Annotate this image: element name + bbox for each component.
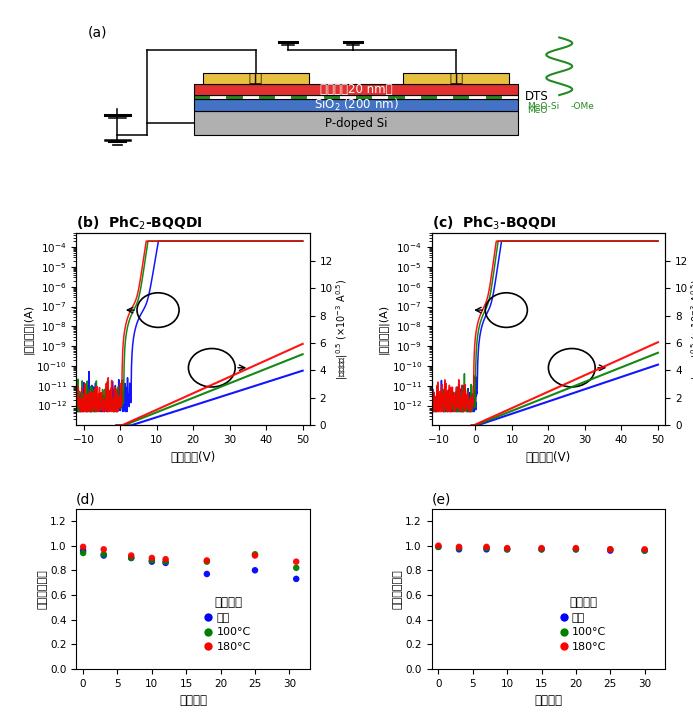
Point [78, 547, 89, 559]
FancyBboxPatch shape [453, 95, 469, 99]
Point [433, 541, 444, 553]
X-axis label: 经过天数: 经过天数 [179, 694, 207, 707]
Point [605, 544, 616, 555]
Point [201, 569, 212, 580]
Text: (c)  PhC$_3$-BQQDI: (c) PhC$_3$-BQQDI [432, 214, 556, 232]
Text: DTS: DTS [525, 90, 549, 103]
Point [125, 552, 137, 563]
Text: (a): (a) [88, 25, 107, 40]
FancyBboxPatch shape [308, 95, 324, 99]
Point [201, 556, 212, 568]
Text: SiO$_2$ (200 nm): SiO$_2$ (200 nm) [314, 97, 398, 113]
Point [453, 542, 464, 554]
Point [502, 544, 513, 555]
FancyBboxPatch shape [502, 95, 518, 99]
Y-axis label: |漏极电流|(A): |漏极电流|(A) [23, 304, 33, 354]
Point [433, 540, 444, 552]
FancyBboxPatch shape [372, 95, 388, 99]
Point [290, 573, 301, 585]
Point [249, 548, 261, 560]
Point [481, 544, 492, 555]
Y-axis label: 相对迁移速度: 相对迁移速度 [37, 569, 47, 608]
FancyBboxPatch shape [405, 95, 421, 99]
FancyBboxPatch shape [227, 95, 243, 99]
Y-axis label: |漏极电流|(A): |漏极电流|(A) [378, 304, 389, 354]
Point [481, 542, 492, 554]
Point [249, 564, 261, 576]
FancyBboxPatch shape [194, 111, 518, 134]
Point [605, 545, 616, 556]
FancyBboxPatch shape [403, 73, 509, 84]
Text: 源极: 源极 [249, 72, 263, 85]
Point [639, 544, 650, 555]
Point [98, 550, 109, 561]
FancyBboxPatch shape [194, 95, 210, 99]
FancyBboxPatch shape [437, 95, 453, 99]
FancyBboxPatch shape [486, 95, 502, 99]
Point [453, 544, 464, 555]
Point [570, 544, 581, 555]
Point [146, 556, 157, 568]
Point [78, 545, 89, 556]
Point [290, 556, 301, 568]
Point [605, 544, 616, 555]
Point [639, 545, 650, 556]
Point [98, 544, 109, 555]
Point [502, 542, 513, 554]
FancyBboxPatch shape [421, 95, 437, 99]
Y-axis label: |漏极电流|$^{0.5}$ ($\times10^{-3}$ A$^{0.5}$): |漏极电流|$^{0.5}$ ($\times10^{-3}$ A$^{0.5}… [334, 278, 350, 380]
Text: 漏极: 漏极 [449, 72, 463, 85]
FancyBboxPatch shape [340, 95, 356, 99]
Point [536, 544, 547, 555]
Text: P-doped Si: P-doped Si [325, 116, 387, 129]
FancyBboxPatch shape [388, 95, 405, 99]
Text: -OMe: -OMe [571, 102, 595, 111]
X-axis label: 漏极电压(V): 漏极电压(V) [526, 451, 571, 464]
Text: MeO-Si: MeO-Si [527, 102, 559, 111]
Y-axis label: |漏极电流|$^{0.5}$ ($\times10^{-3}$ A$^{0.5}$): |漏极电流|$^{0.5}$ ($\times10^{-3}$ A$^{0.5}… [690, 278, 693, 380]
Point [433, 541, 444, 553]
Point [570, 542, 581, 554]
Point [290, 562, 301, 574]
X-axis label: 漏极电压(V): 漏极电压(V) [170, 451, 216, 464]
Point [453, 541, 464, 553]
Y-axis label: 相对迁移速度: 相对迁移速度 [392, 569, 403, 608]
Text: (d): (d) [76, 492, 96, 506]
Point [570, 544, 581, 555]
FancyBboxPatch shape [210, 95, 227, 99]
Point [249, 550, 261, 561]
Legend: 室温, 100°C, 180°C: 室温, 100°C, 180°C [202, 593, 254, 655]
Point [639, 545, 650, 556]
Text: (b)  PhC$_2$-BQQDI: (b) PhC$_2$-BQQDI [76, 214, 203, 232]
Point [125, 550, 137, 561]
FancyBboxPatch shape [203, 73, 309, 84]
FancyBboxPatch shape [194, 99, 518, 111]
Legend: 室温, 100°C, 180°C: 室温, 100°C, 180°C [557, 593, 610, 655]
Point [201, 555, 212, 566]
FancyBboxPatch shape [356, 95, 372, 99]
Point [502, 544, 513, 555]
X-axis label: 经过天数: 经过天数 [534, 694, 563, 707]
FancyBboxPatch shape [275, 95, 291, 99]
FancyBboxPatch shape [469, 95, 486, 99]
Point [78, 541, 89, 553]
Point [536, 544, 547, 555]
Point [160, 553, 171, 565]
Text: MeO: MeO [527, 105, 547, 115]
Text: (e): (e) [432, 492, 451, 506]
FancyBboxPatch shape [258, 95, 275, 99]
Point [160, 556, 171, 568]
Point [125, 552, 137, 563]
Point [536, 542, 547, 554]
Point [160, 557, 171, 569]
Point [146, 552, 157, 563]
FancyBboxPatch shape [243, 95, 258, 99]
FancyBboxPatch shape [194, 84, 518, 95]
Point [481, 541, 492, 553]
Point [146, 555, 157, 566]
Text: 活性层（20 nm）: 活性层（20 nm） [319, 83, 392, 96]
Point [98, 548, 109, 560]
FancyBboxPatch shape [324, 95, 340, 99]
FancyBboxPatch shape [291, 95, 308, 99]
